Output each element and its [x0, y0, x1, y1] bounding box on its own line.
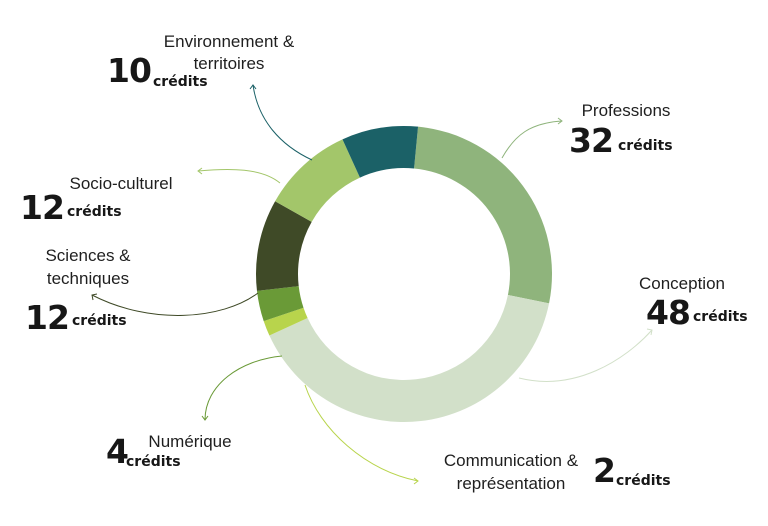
donut-ring — [255, 126, 552, 423]
connector-arrowhead-conception — [646, 328, 653, 336]
donut-slice-socio — [275, 139, 360, 222]
slice-label-sciences-line1: Sciences & — [45, 246, 131, 265]
label-group-sciences: Sciences & techniques 12 crédits — [25, 246, 131, 337]
slice-label-socio: Socio-culturel — [70, 174, 173, 193]
slice-unit-professions: crédits — [618, 138, 673, 154]
donut-slice-conception — [269, 295, 550, 423]
donut-slice-communication — [263, 307, 308, 336]
slice-value-conception: 48 — [646, 293, 690, 332]
slice-value-numerique: 4 — [106, 432, 128, 471]
slice-label-communication-line2: représentation — [457, 474, 566, 493]
slice-value-communication: 2 — [593, 451, 615, 490]
connector-arrowhead-sciences — [91, 293, 98, 301]
slice-value-environnement: 10 — [107, 51, 151, 90]
slice-unit-numerique: crédits — [126, 454, 181, 470]
label-group-professions: Professions 32 crédits — [569, 101, 673, 160]
slice-value-professions: 32 — [569, 121, 613, 160]
label-group-socio: Socio-culturel 12 crédits — [20, 174, 173, 227]
slice-label-environnement-line2: territoires — [194, 54, 265, 73]
connector-sciences — [91, 292, 259, 316]
connector-numerique — [204, 355, 283, 421]
connector-environnement — [252, 84, 313, 161]
connector-arrowhead-environnement — [249, 84, 257, 90]
slice-value-sciences: 12 — [25, 298, 69, 337]
slice-unit-socio: crédits — [67, 204, 122, 220]
slice-unit-communication: crédits — [616, 473, 671, 489]
donut-slice-sciences — [255, 201, 312, 291]
connector-communication — [304, 384, 419, 482]
connector-lines — [91, 84, 653, 485]
slice-unit-conception: crédits — [693, 309, 748, 325]
label-group-environnement: Environnement & territoires 10 crédits — [107, 32, 295, 90]
slice-label-numerique: Numérique — [148, 432, 231, 451]
slice-label-sciences-line2: techniques — [47, 269, 129, 288]
slice-unit-sciences: crédits — [72, 313, 127, 329]
slice-unit-environnement: crédits — [153, 74, 208, 90]
donut-slice-professions — [414, 126, 552, 304]
slice-label-environnement-line1: Environnement & — [164, 32, 295, 51]
slice-label-professions: Professions — [582, 101, 671, 120]
slice-label-conception: Conception — [639, 274, 725, 293]
label-group-communication: Communication & représentation 2 crédits — [444, 451, 671, 493]
connector-professions — [501, 120, 563, 159]
label-group-numerique: Numérique 4 crédits — [106, 432, 232, 471]
connector-socio — [197, 168, 281, 184]
connector-arrowhead-numerique — [201, 415, 209, 421]
connector-arrowhead-socio — [197, 167, 203, 175]
connector-arrowhead-professions — [557, 117, 563, 125]
donut-slice-numerique — [256, 286, 304, 322]
label-group-conception: Conception 48 crédits — [639, 274, 748, 332]
connector-arrowhead-communication — [413, 477, 419, 485]
donut-slice-environnement — [342, 126, 419, 178]
slice-value-socio: 12 — [20, 188, 64, 227]
slice-label-communication-line1: Communication & — [444, 451, 579, 470]
connector-conception — [518, 329, 653, 382]
